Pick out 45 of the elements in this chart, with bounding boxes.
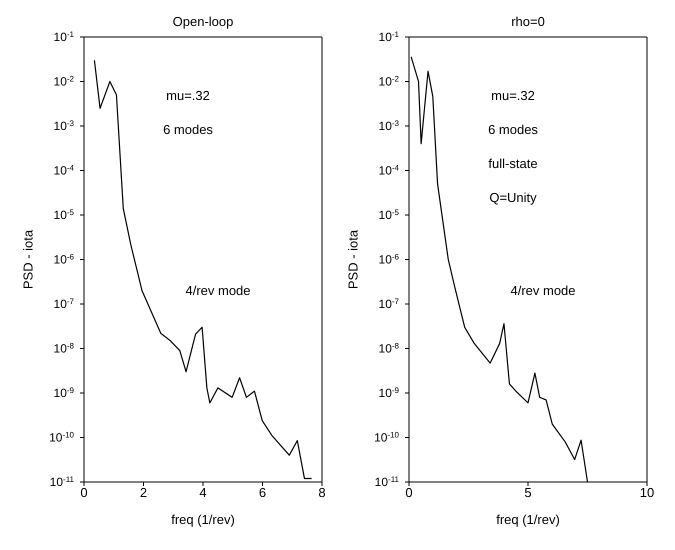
x-tick-label: 8 bbox=[318, 485, 326, 500]
y-tick-label: 10$^{-2}$ bbox=[378, 74, 400, 88]
y-tick-label: 10$^{-5}$ bbox=[54, 208, 75, 222]
y-tick-label: 10$^{-11}$ bbox=[50, 474, 75, 489]
y-tick-label: 10$^{-10}$ bbox=[374, 430, 400, 444]
y-tick-label: 10$^{-7}$ bbox=[54, 296, 75, 311]
annotation: 4/rev mode bbox=[185, 283, 251, 298]
chart-title: Open-loop bbox=[172, 14, 234, 29]
x-tick-label: 0 bbox=[80, 485, 88, 500]
x-axis-title: freq (1/rev) bbox=[171, 512, 235, 527]
y-tick-label: 10$^{-3}$ bbox=[378, 118, 400, 133]
y-tick-label: 10$^{-3}$ bbox=[54, 118, 75, 133]
annotation: 6 modes bbox=[163, 122, 213, 137]
x-tick-label: 0 bbox=[405, 485, 413, 500]
y-tick-label: 10$^{-8}$ bbox=[54, 341, 75, 356]
chart-title: rho=0 bbox=[511, 14, 545, 29]
annotation: full-state bbox=[488, 156, 538, 171]
y-tick-label: 10$^{-9}$ bbox=[54, 386, 75, 400]
y-tick-label: 10$^{-2}$ bbox=[54, 74, 75, 88]
y-tick-label: 10$^{-5}$ bbox=[378, 208, 400, 222]
x-tick-label: 6 bbox=[258, 485, 266, 500]
annotation: mu=.32 bbox=[491, 88, 535, 103]
y-tick-label: 10$^{-9}$ bbox=[378, 386, 400, 400]
y-tick-label: 10$^{-11}$ bbox=[374, 474, 400, 489]
y-tick-label: 10$^{-6}$ bbox=[54, 252, 75, 266]
y-tick-label: 10$^{-8}$ bbox=[378, 341, 400, 356]
line-series bbox=[94, 60, 312, 480]
y-tick-label: 10$^{-7}$ bbox=[378, 296, 400, 311]
y-tick-label: 10$^{-10}$ bbox=[49, 430, 75, 444]
y-tick-label: 10$^{-4}$ bbox=[54, 163, 75, 178]
x-tick-label: 10 bbox=[640, 485, 654, 500]
x-tick-label: 5 bbox=[524, 485, 532, 500]
annotation: 4/rev mode bbox=[510, 283, 576, 298]
annotation: Q=Unity bbox=[489, 190, 537, 205]
y-tick-label: 10$^{-6}$ bbox=[378, 252, 400, 266]
annotation: 6 modes bbox=[488, 122, 538, 137]
y-tick-label: 10$^{-1}$ bbox=[54, 30, 75, 44]
y-tick-label: 10$^{-1}$ bbox=[378, 30, 400, 44]
x-axis-title: freq (1/rev) bbox=[496, 512, 560, 527]
x-tick-label: 4 bbox=[199, 485, 207, 500]
y-axis-title: PSD - iota bbox=[346, 229, 361, 290]
annotation: mu=.32 bbox=[166, 88, 210, 103]
y-tick-label: 10$^{-4}$ bbox=[378, 163, 400, 178]
x-tick-label: 2 bbox=[140, 485, 148, 500]
y-axis-title: PSD - iota bbox=[20, 229, 36, 290]
